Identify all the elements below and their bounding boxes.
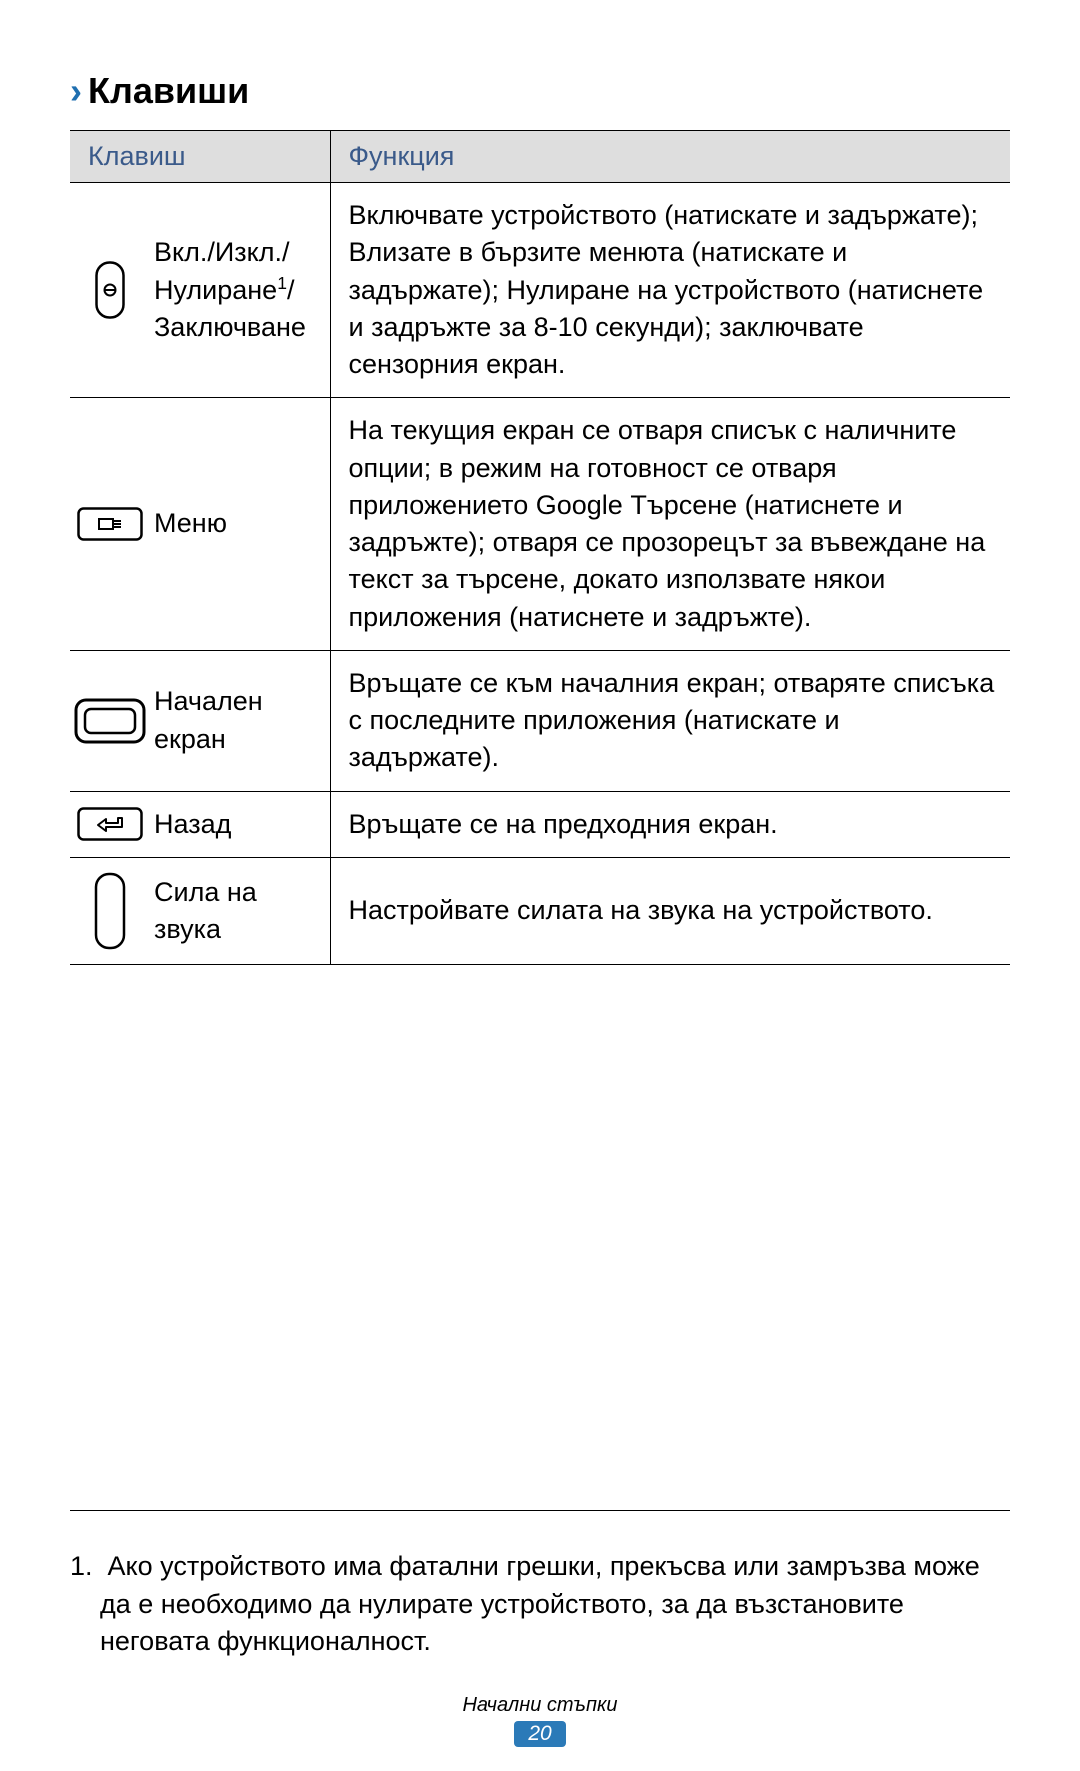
key-function: Връщате се на предходния екран. [330, 791, 1010, 857]
key-function: Включвате устройството (натискате и задъ… [330, 183, 1010, 398]
manual-page: ›Клавиши Клавиш Функция Вкл./Изкл./ Нули… [0, 0, 1080, 1771]
key-name: Вкл./Изкл./ Нулиране1/ Заключване [150, 183, 330, 398]
power-icon [70, 183, 150, 398]
table-row: Сила на звукаНастройвате силата на звука… [70, 857, 1010, 964]
key-name: Сила на звука [150, 857, 330, 964]
key-function: На текущия екран се отваря списък с нали… [330, 398, 1010, 651]
table-row: МенюНа текущия екран се отваря списък с … [70, 398, 1010, 651]
table-row: Начален екранВръщате се към началния екр… [70, 650, 1010, 791]
key-name: Начален екран [150, 650, 330, 791]
section-heading: ›Клавиши [70, 70, 1010, 112]
column-header-key: Клавиш [70, 131, 330, 183]
key-name: Назад [150, 791, 330, 857]
footnote-separator [70, 1510, 1010, 1511]
footnote-text: 1. Ако устройството има фатални грешки, … [70, 1538, 1010, 1660]
key-name: Меню [150, 398, 330, 651]
table-row: Вкл./Изкл./ Нулиране1/ ЗаключванеВключва… [70, 183, 1010, 398]
volume-icon [70, 857, 150, 964]
column-header-func: Функция [330, 131, 1010, 183]
heading-text: Клавиши [88, 70, 249, 111]
home-icon [70, 650, 150, 791]
back-icon [70, 791, 150, 857]
keys-table: Клавиш Функция Вкл./Изкл./ Нулиране1/ За… [70, 130, 1010, 965]
footnote-block: 1. Ако устройството има фатални грешки, … [70, 1510, 1010, 1687]
menu-icon [70, 398, 150, 651]
page-number-badge: 20 [514, 1721, 565, 1747]
key-function: Настройвате силата на звука на устройств… [330, 857, 1010, 964]
chevron-icon: › [70, 70, 82, 111]
page-footer: Начални стъпки 20 [0, 1694, 1080, 1747]
footer-section-name: Начални стъпки [0, 1694, 1080, 1717]
table-row: НазадВръщате се на предходния екран. [70, 791, 1010, 857]
key-function: Връщате се към началния екран; отваряте … [330, 650, 1010, 791]
